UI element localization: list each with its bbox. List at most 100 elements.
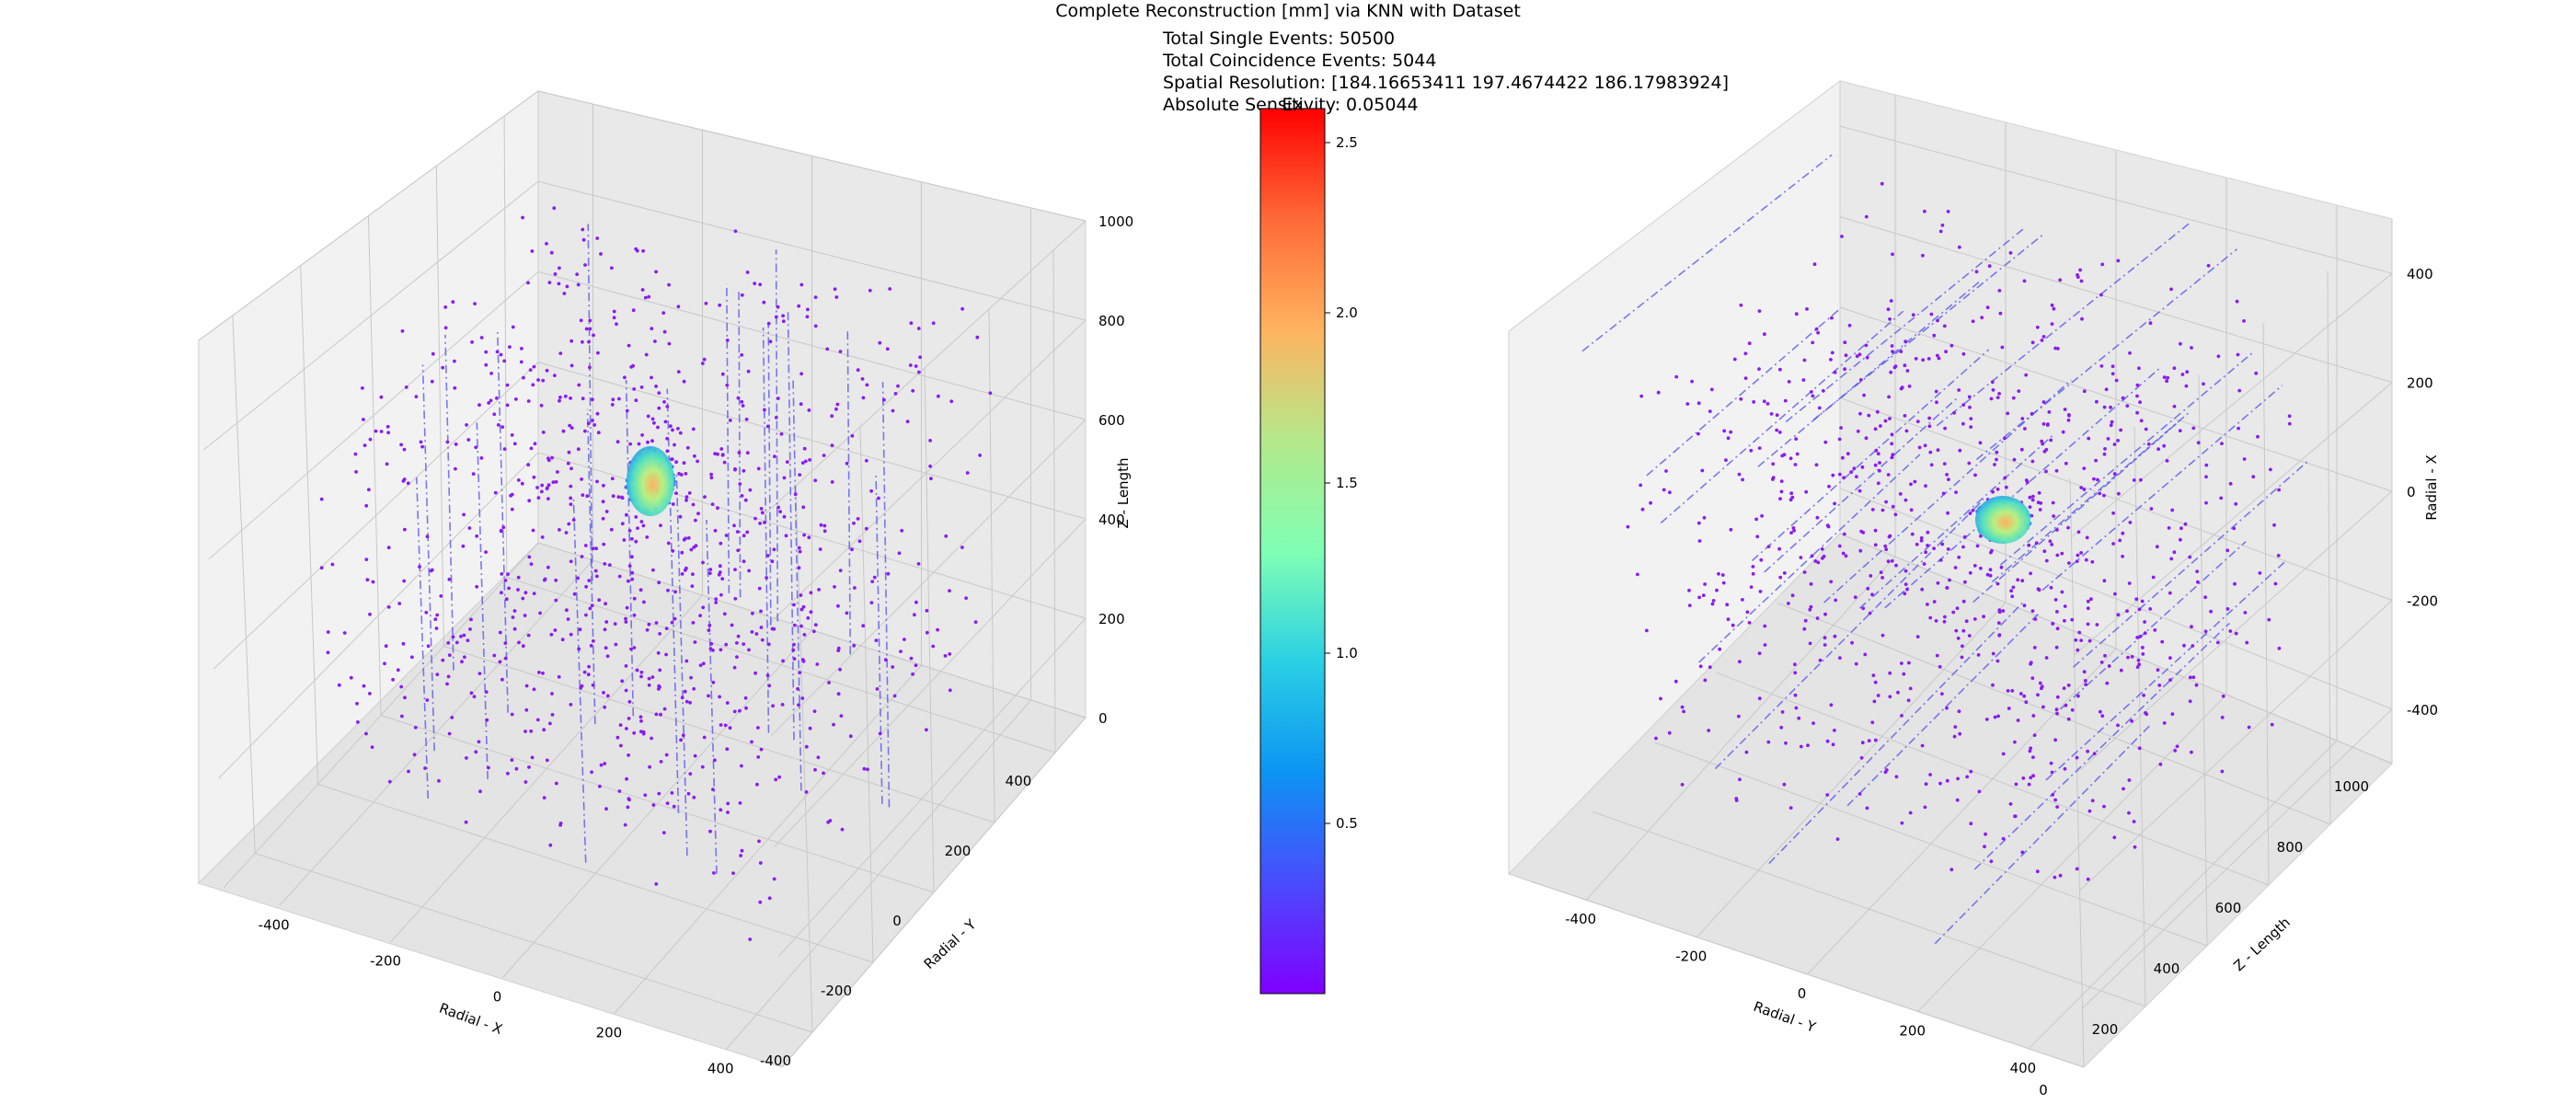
scatter-point — [925, 630, 929, 635]
scatter-point — [719, 592, 723, 597]
scatter-point — [402, 579, 407, 583]
scatter-point — [402, 477, 407, 481]
scatter-point — [2009, 589, 2014, 593]
scatter-point — [913, 613, 916, 617]
scatter-point — [2084, 558, 2088, 562]
scatter-point — [718, 303, 722, 307]
scatter-point — [1738, 777, 1742, 782]
scatter-point — [755, 782, 759, 787]
left-zaxis-tick: 200 — [1098, 611, 1125, 627]
scatter-point — [1958, 731, 1962, 736]
scatter-point — [654, 882, 659, 886]
scatter-point — [1871, 673, 1876, 677]
scatter-point — [520, 481, 524, 486]
scatter-point — [1789, 531, 1793, 535]
scatter-point — [738, 708, 742, 713]
scatter-point — [554, 578, 558, 582]
scatter-point — [2235, 299, 2239, 304]
scatter-point — [610, 403, 615, 407]
scatter-point — [613, 622, 617, 626]
scatter-point — [1739, 303, 1743, 307]
scatter-point — [673, 443, 676, 447]
scatter-point — [928, 464, 932, 468]
scatter-point — [625, 408, 629, 413]
scatter-point — [1843, 367, 1846, 372]
scatter-point — [778, 510, 782, 513]
scatter-point — [676, 427, 680, 431]
scatter-point — [1888, 695, 1892, 699]
scatter-point — [657, 406, 661, 410]
scatter-point — [2130, 719, 2134, 723]
scatter-point — [2121, 554, 2125, 558]
scatter-point — [693, 454, 696, 458]
scatter-point — [973, 620, 978, 624]
scatter-point — [883, 658, 888, 662]
scatter-point — [853, 586, 857, 590]
scatter-point — [353, 452, 358, 456]
scatter-point — [673, 590, 677, 594]
scatter-point — [1757, 309, 1762, 313]
scatter-point — [914, 364, 918, 368]
scatter-point — [2179, 341, 2182, 346]
scatter-point — [2035, 869, 2040, 874]
left-zaxis-tick: 600 — [1098, 412, 1125, 429]
scatter-point — [566, 461, 570, 466]
scatter-point — [2066, 525, 2070, 530]
scatter-point — [682, 379, 686, 384]
scatter-point — [2055, 528, 2059, 532]
scatter-point — [2272, 523, 2276, 527]
scatter-point — [2075, 755, 2079, 760]
scatter-point — [2112, 835, 2117, 840]
scatter-point — [750, 740, 753, 744]
scatter-point — [564, 531, 569, 535]
scatter-point — [439, 594, 443, 598]
scatter-point — [545, 242, 548, 246]
scatter-point — [576, 282, 581, 287]
scatter-point — [808, 726, 812, 730]
scatter-point — [1893, 512, 1898, 517]
scatter-point — [1982, 615, 1986, 619]
scatter-point — [543, 577, 547, 581]
scatter-point — [599, 252, 603, 256]
scatter-point — [678, 431, 683, 435]
scatter-point — [1898, 492, 1903, 496]
scatter-point — [443, 326, 448, 330]
scatter-point — [676, 370, 681, 374]
scatter-point — [1987, 264, 1992, 269]
scatter-point — [1938, 664, 1942, 669]
scatter-point — [1890, 442, 1894, 446]
scatter-point — [911, 388, 915, 393]
scatter-point — [937, 394, 940, 398]
scatter-point — [689, 547, 694, 552]
scatter-point — [796, 686, 799, 691]
left-zaxis-tick: 1000 — [1098, 213, 1133, 230]
scatter-point — [505, 383, 510, 387]
scatter-point — [736, 396, 741, 400]
scatter-point — [569, 502, 573, 506]
scatter-point — [1924, 782, 1928, 787]
scatter-point — [916, 327, 921, 330]
scatter-point — [446, 641, 451, 645]
scatter-point — [689, 675, 693, 680]
scatter-point — [1784, 741, 1788, 745]
scatter-point — [593, 569, 598, 573]
scatter-point — [1867, 739, 1871, 742]
scatter-point — [826, 820, 831, 824]
scatter-point — [531, 528, 535, 533]
scatter-point — [478, 789, 482, 794]
scatter-point — [774, 777, 778, 782]
grid-line — [2133, 426, 2146, 1007]
scatter-point — [601, 500, 605, 504]
scatter-point — [1825, 793, 1830, 797]
scatter-point — [687, 491, 692, 495]
scatter-point — [587, 664, 591, 669]
scatter-point — [798, 473, 802, 477]
scatter-point — [1779, 725, 1784, 730]
scatter-point — [386, 605, 391, 609]
scatter-point — [2118, 538, 2122, 543]
scatter-point — [2140, 599, 2145, 604]
scatter-point — [799, 402, 803, 407]
scatter-point — [638, 588, 643, 592]
scatter-point — [718, 570, 722, 574]
scatter-point — [2006, 411, 2010, 416]
